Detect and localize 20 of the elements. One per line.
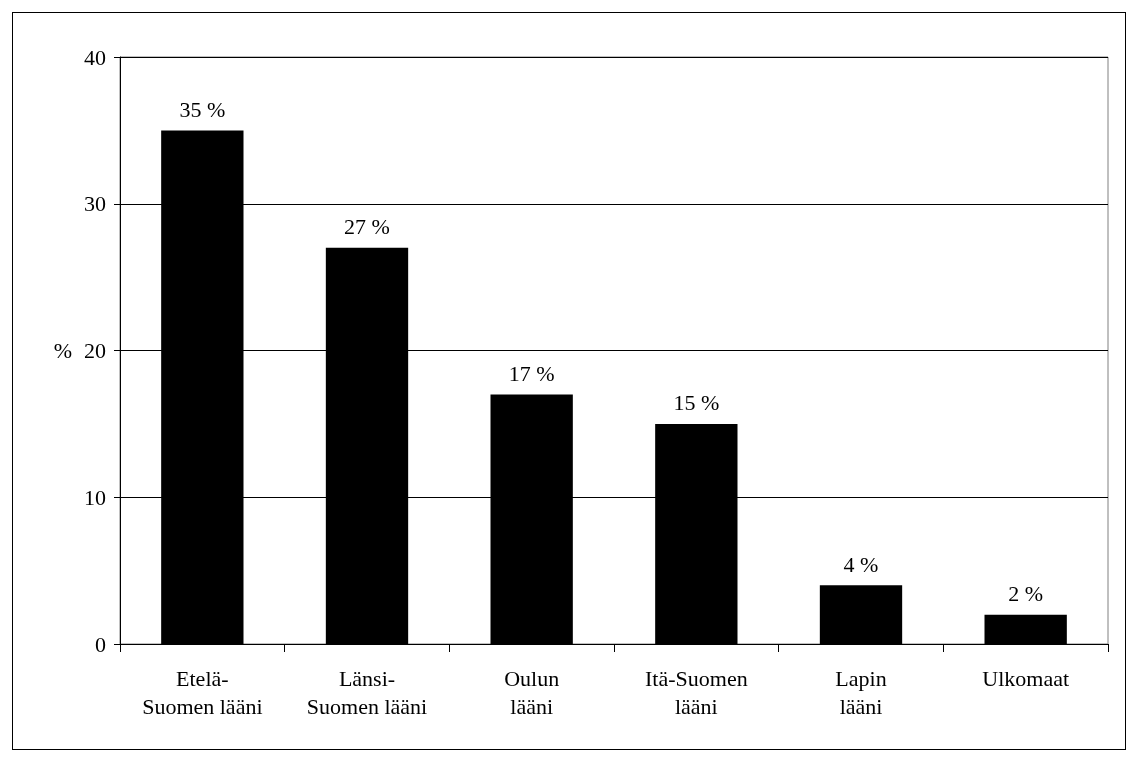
x-tick-label: Oulun lääni — [504, 665, 560, 719]
y-tick-label: 40 — [84, 44, 106, 70]
y-axis-title: % — [53, 338, 72, 363]
x-tick-label: Etelä- Suomen lääni — [142, 665, 263, 719]
bar — [819, 585, 903, 644]
data-label: 4 % — [843, 551, 879, 577]
x-tick-label: Länsi- Suomen lääni — [306, 665, 428, 719]
bar — [984, 614, 1067, 644]
data-label: 35 % — [179, 96, 226, 122]
data-label: 15 % — [673, 390, 720, 416]
x-tick-label: Lapin lääni — [835, 665, 887, 719]
x-tick-label: Itä-Suomen lääni — [645, 665, 748, 719]
y-tick-label: 20 — [84, 338, 106, 363]
y-tick-label: 0 — [95, 631, 106, 657]
y-tick-label: 30 — [84, 191, 106, 217]
data-label: 27 % — [344, 214, 390, 240]
y-tick-label: 10 — [84, 484, 106, 510]
data-label: 2 % — [1008, 581, 1044, 607]
x-tick-label: Ulkomaat — [982, 665, 1070, 691]
data-label: 17 % — [508, 361, 555, 387]
